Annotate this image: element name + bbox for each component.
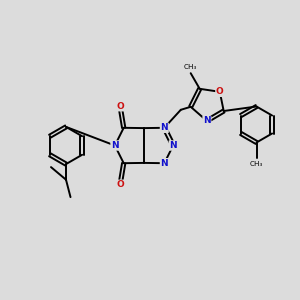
Text: O: O <box>116 102 124 111</box>
Text: N: N <box>111 141 119 150</box>
Text: O: O <box>216 87 224 96</box>
Text: CH₃: CH₃ <box>184 64 197 70</box>
Text: N: N <box>203 116 211 125</box>
Text: CH₃: CH₃ <box>250 161 263 167</box>
Text: N: N <box>169 141 177 150</box>
Text: N: N <box>160 123 168 132</box>
Text: N: N <box>160 159 168 168</box>
Text: O: O <box>116 180 124 189</box>
